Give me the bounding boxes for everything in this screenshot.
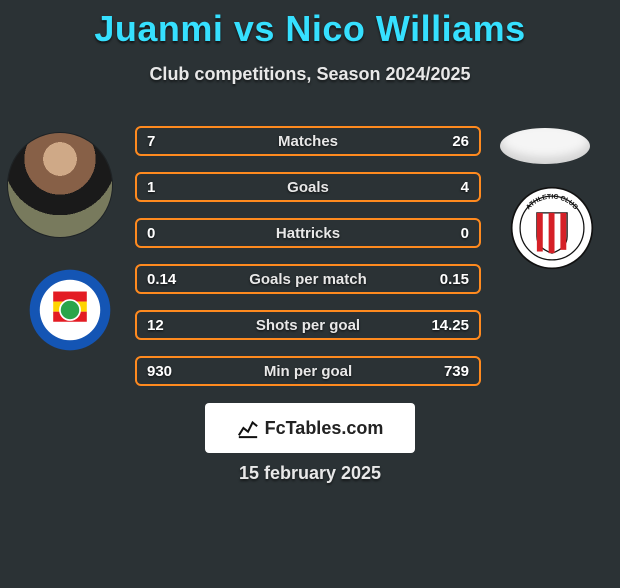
stat-row: 1Goals4: [135, 172, 481, 202]
stat-right-value: 14.25: [431, 317, 469, 334]
stat-label: Goals: [137, 179, 479, 196]
stat-label: Shots per goal: [137, 317, 479, 334]
player-right-avatar: [500, 128, 590, 164]
branding-badge: FcTables.com: [205, 403, 415, 453]
club-right-crest: ATHLETIC CLUB: [510, 186, 594, 270]
stat-row: 7Matches26: [135, 126, 481, 156]
stat-right-value: 0.15: [440, 271, 469, 288]
stats-table: 7Matches26 1Goals4 0Hattricks0 0.14Goals pe…: [135, 126, 481, 402]
chart-icon: [237, 417, 259, 439]
club-left-crest: [28, 268, 112, 352]
date-label: 15 february 2025: [0, 463, 620, 484]
stat-right-value: 4: [461, 179, 469, 196]
page-title: Juanmi vs Nico Williams: [0, 8, 620, 50]
stat-right-value: 739: [444, 363, 469, 380]
stat-right-value: 26: [452, 133, 469, 150]
stat-row: 12Shots per goal14.25: [135, 310, 481, 340]
stat-label: Goals per match: [137, 271, 479, 288]
stat-row: 0Hattricks0: [135, 218, 481, 248]
stat-label: Min per goal: [137, 363, 479, 380]
page-subtitle: Club competitions, Season 2024/2025: [0, 64, 620, 85]
stat-label: Matches: [137, 133, 479, 150]
stat-label: Hattricks: [137, 225, 479, 242]
branding-label: FcTables.com: [265, 418, 384, 439]
player-left-avatar: [8, 133, 112, 237]
stat-row: 930Min per goal739: [135, 356, 481, 386]
stat-right-value: 0: [461, 225, 469, 242]
stat-row: 0.14Goals per match0.15: [135, 264, 481, 294]
